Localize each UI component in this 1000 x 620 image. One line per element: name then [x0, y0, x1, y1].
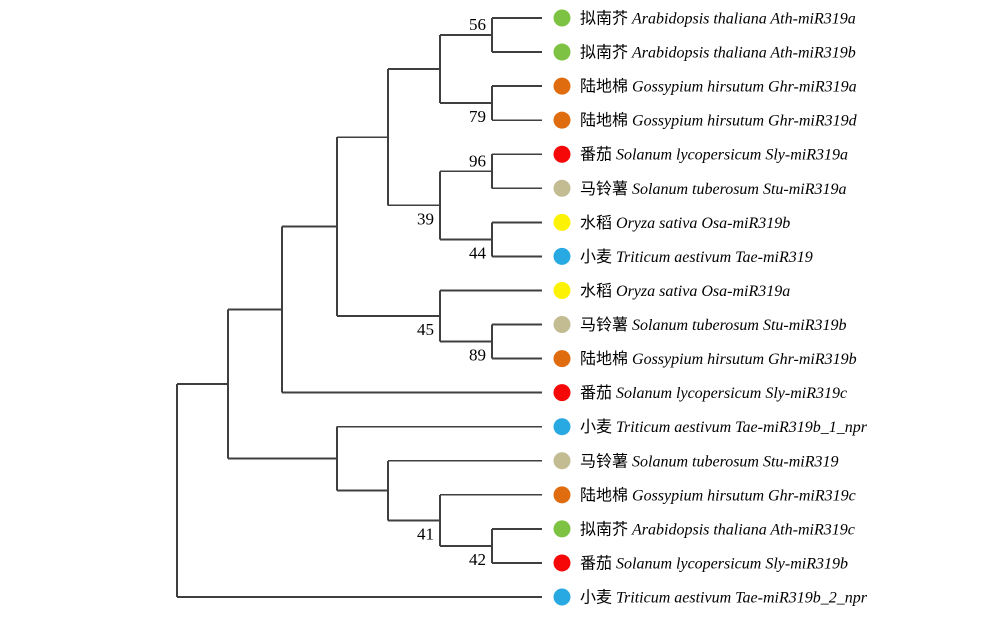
leaf-label-chinese: 水稻 — [580, 214, 616, 232]
leaf-label-latin: Oryza sativa Osa-miR319b — [616, 215, 790, 232]
species-dot — [553, 384, 571, 402]
species-dot — [553, 452, 571, 470]
species-dot — [553, 111, 571, 129]
leaf-label-latin: Gossypium hirsutum Ghr-miR319b — [632, 351, 857, 368]
leaf-label: 番茄 Solanum lycopersicum Sly-miR319c — [580, 384, 847, 402]
species-dot — [553, 145, 571, 163]
leaf-label-chinese: 马铃薯 — [580, 180, 632, 198]
leaf-label: 拟南芥 Arabidopsis thaliana Ath-miR319a — [580, 10, 856, 28]
leaf-label-latin: Gossypium hirsutum Ghr-miR319a — [632, 79, 857, 96]
species-dot — [553, 9, 571, 27]
leaf-label-latin: Triticum aestivum Tae-miR319 — [616, 249, 813, 266]
leaf-label-chinese: 陆地棉 — [580, 350, 632, 368]
leaf-label: 陆地棉 Gossypium hirsutum Ghr-miR319c — [580, 486, 856, 504]
leaf-label-chinese: 陆地棉 — [580, 112, 632, 130]
leaf-label-chinese: 马铃薯 — [580, 316, 632, 334]
leaf-label: 小麦 Triticum aestivum Tae-miR319b_2_npr — [580, 589, 868, 607]
bootstrap-label: 45 — [417, 320, 434, 339]
leaf-label-latin: Solanum lycopersicum Sly-miR319a — [616, 147, 848, 164]
bootstrap-label: 41 — [417, 524, 434, 543]
leaf-label: 小麦 Triticum aestivum Tae-miR319 — [580, 248, 813, 266]
bootstrap-label: 44 — [469, 243, 487, 262]
leaf-label-chinese: 小麦 — [580, 248, 616, 266]
species-dot — [553, 179, 571, 197]
leaf-label-latin: Triticum aestivum Tae-miR319b_1_npr — [616, 419, 868, 436]
leaf-label: 小麦 Triticum aestivum Tae-miR319b_1_npr — [580, 418, 868, 436]
leaf-label: 陆地棉 Gossypium hirsutum Ghr-miR319b — [580, 350, 857, 368]
species-dot — [553, 588, 571, 606]
leaf-label-latin: Gossypium hirsutum Ghr-miR319c — [632, 487, 856, 504]
leaf-label-latin: Triticum aestivum Tae-miR319b_2_npr — [616, 590, 868, 607]
leaf-label: 番茄 Solanum lycopersicum Sly-miR319a — [580, 146, 848, 164]
species-dot — [553, 316, 571, 334]
leaf-label-chinese: 小麦 — [580, 589, 616, 607]
leaf-label-chinese: 拟南芥 — [580, 520, 632, 538]
leaf-label-latin: Solanum lycopersicum Sly-miR319b — [616, 555, 848, 572]
bootstrap-label: 39 — [417, 209, 434, 228]
leaf-label-chinese: 番茄 — [580, 146, 616, 164]
leaf-label: 陆地棉 Gossypium hirsutum Ghr-miR319a — [580, 78, 857, 96]
leaf-label-chinese: 番茄 — [580, 384, 616, 402]
leaf-label-latin: Solanum tuberosum Stu-miR319b — [632, 317, 847, 334]
bootstrap-label: 56 — [469, 15, 486, 34]
species-dot — [553, 77, 571, 95]
leaf-label: 拟南芥 Arabidopsis thaliana Ath-miR319b — [580, 44, 856, 62]
leaf-label-latin: Solanum tuberosum Stu-miR319 — [632, 453, 839, 470]
leaf-label-latin: Arabidopsis thaliana Ath-miR319a — [631, 11, 856, 28]
leaf-label-chinese: 拟南芥 — [580, 10, 632, 28]
bootstrap-label: 89 — [469, 346, 486, 365]
species-dot — [553, 213, 571, 231]
species-dot — [553, 418, 571, 436]
species-dot — [553, 554, 571, 572]
leaf-label-chinese: 拟南芥 — [580, 44, 632, 62]
leaf-label: 番茄 Solanum lycopersicum Sly-miR319b — [580, 554, 848, 572]
leaf-label: 水稻 Oryza sativa Osa-miR319a — [580, 282, 790, 300]
bootstrap-label: 79 — [469, 107, 486, 126]
leaf-label-chinese: 小麦 — [580, 418, 616, 436]
leaf-label-latin: Oryza sativa Osa-miR319a — [616, 283, 790, 300]
species-dot — [553, 43, 571, 61]
bootstrap-label: 96 — [469, 151, 486, 170]
leaf-label-chinese: 水稻 — [580, 282, 616, 300]
leaf-label: 拟南芥 Arabidopsis thaliana Ath-miR319c — [580, 520, 855, 538]
leaf-label: 马铃薯 Solanum tuberosum Stu-miR319 — [580, 452, 839, 470]
leaf-label: 马铃薯 Solanum tuberosum Stu-miR319a — [580, 180, 847, 198]
leaf-label-chinese: 番茄 — [580, 554, 616, 572]
leaf-label-latin: Solanum tuberosum Stu-miR319a — [632, 181, 847, 198]
species-dot — [553, 281, 571, 299]
bootstrap-label: 42 — [469, 550, 486, 569]
leaf-label: 陆地棉 Gossypium hirsutum Ghr-miR319d — [580, 112, 858, 130]
species-dot — [553, 350, 571, 368]
species-dot — [553, 520, 571, 538]
leaf-label-chinese: 陆地棉 — [580, 486, 632, 504]
leaf-label-latin: Solanum lycopersicum Sly-miR319c — [616, 385, 847, 402]
species-dot — [553, 486, 571, 504]
leaf-label: 水稻 Oryza sativa Osa-miR319b — [580, 214, 790, 232]
leaf-label-latin: Arabidopsis thaliana Ath-miR319c — [631, 521, 855, 538]
leaf-label-chinese: 陆地棉 — [580, 78, 632, 96]
species-dot — [553, 247, 571, 265]
leaf-label-latin: Arabidopsis thaliana Ath-miR319b — [631, 45, 856, 62]
leaf-label-latin: Gossypium hirsutum Ghr-miR319d — [632, 113, 858, 130]
leaf-label: 马铃薯 Solanum tuberosum Stu-miR319b — [580, 316, 847, 334]
leaf-label-chinese: 马铃薯 — [580, 452, 632, 470]
